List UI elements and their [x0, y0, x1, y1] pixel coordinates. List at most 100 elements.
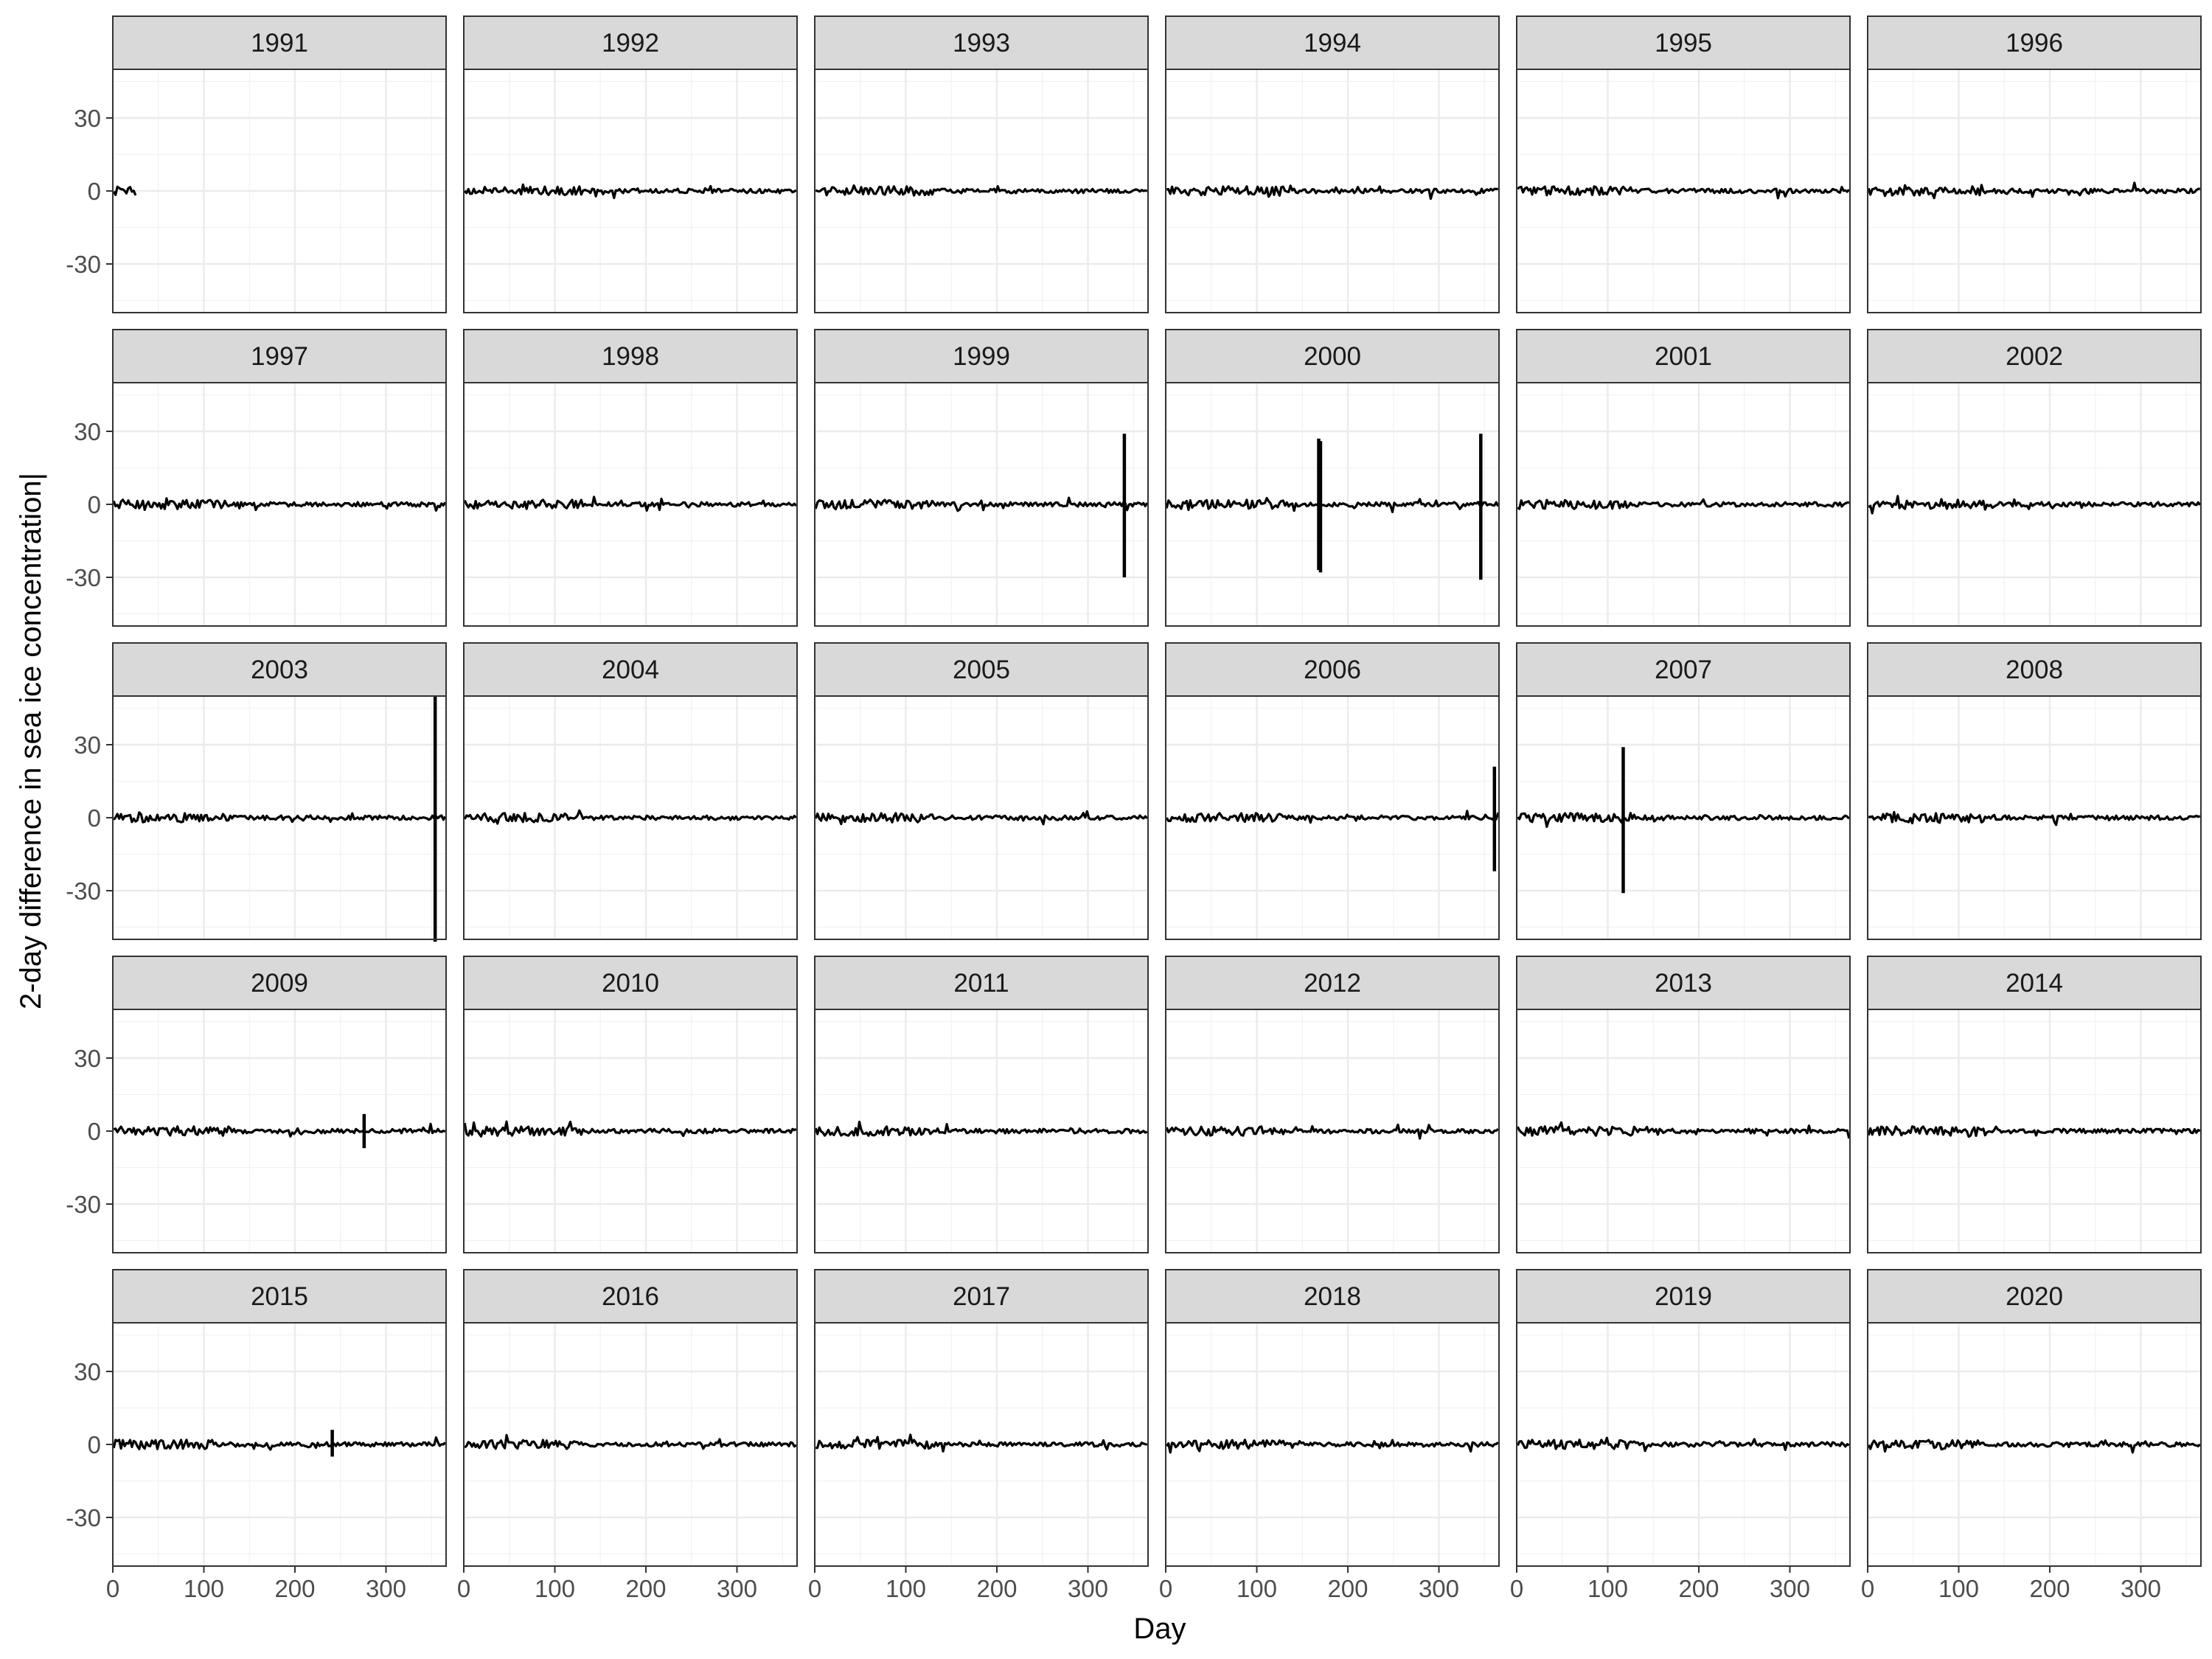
grid — [462, 383, 797, 626]
y-tick-label: 0 — [88, 804, 101, 832]
x-tick-label: 300 — [717, 1575, 757, 1602]
series-line — [1517, 185, 1850, 200]
y-axis: -30 0 30 — [66, 105, 113, 278]
facet-strip-label: 1998 — [602, 342, 659, 371]
facet-strip — [1165, 329, 1500, 383]
facet-strip-label: 1993 — [953, 29, 1010, 58]
facet-strip-label: 1999 — [953, 342, 1010, 371]
x-axes: 0 100 200 300 0 100 200 300 0 100 200 300 0 100 200 300… — [106, 1566, 2161, 1602]
facet-panel: 2018 — [1164, 1269, 1500, 1567]
facet-strip — [463, 1269, 798, 1324]
facet-strip-label: 2015 — [251, 1282, 308, 1311]
facet-strip-label: 1991 — [251, 29, 308, 58]
facet-strip — [1516, 15, 1851, 70]
series-line — [1165, 1439, 1499, 1454]
series-line — [463, 495, 798, 512]
facet-panel: 2013 — [1515, 956, 1851, 1253]
facet-strip-label: 1997 — [251, 342, 308, 371]
facet-panel: 1994 — [1164, 15, 1500, 313]
series-line — [1516, 1436, 1850, 1453]
series-line — [464, 1433, 797, 1450]
facet-panel: 2014 — [1866, 956, 2202, 1253]
series-line — [463, 183, 797, 200]
facet-strip — [112, 956, 447, 1010]
series-line — [112, 497, 447, 512]
facet-strip-label: 2014 — [2006, 969, 2063, 998]
facet-strip-label: 2018 — [1304, 1282, 1361, 1311]
series-line — [112, 811, 447, 824]
series-line — [814, 810, 1148, 826]
facet-panel: 1991 — [111, 15, 447, 313]
x-tick-label: 200 — [976, 1575, 1017, 1602]
facet-strip-label: 2005 — [953, 655, 1010, 684]
facet-strip — [463, 956, 798, 1010]
facet-strip-label: 2000 — [1304, 342, 1361, 371]
facet-panel: 2005 — [813, 642, 1149, 940]
x-axis: 0 100 200 300 — [457, 1566, 757, 1602]
facet-panel: 2020 — [1866, 1269, 2202, 1567]
facet-panel: 2012 — [1164, 956, 1500, 1253]
x-tick-label: 0 — [808, 1575, 821, 1602]
y-tick-label: 0 — [88, 1431, 101, 1458]
facet-strip — [1867, 642, 2202, 697]
facet-panel: 2017 — [813, 1269, 1149, 1567]
y-tick-label: 30 — [74, 1045, 101, 1072]
facet-strip-label: 2016 — [602, 1282, 659, 1311]
x-tick-label: 300 — [366, 1575, 406, 1602]
x-tick-label: 100 — [1237, 1575, 1277, 1602]
x-axis: 0 100 200 300 — [106, 1566, 406, 1602]
facet-strip — [814, 956, 1149, 1010]
series-line — [1868, 810, 2201, 827]
x-tick-label: 300 — [1419, 1575, 1459, 1602]
facet-panel: 2011 — [813, 956, 1149, 1253]
facet-panel: 2008 — [1866, 642, 2202, 940]
x-tick-label: 300 — [1770, 1575, 1810, 1602]
y-tick-label: 0 — [88, 1118, 101, 1145]
facet-strip — [814, 15, 1149, 70]
facet-panel: 2009 — [111, 956, 447, 1253]
y-tick-label: 30 — [74, 418, 101, 445]
facet-panel: 2003 — [111, 642, 447, 942]
x-axis: 0 100 200 300 — [1159, 1566, 1459, 1602]
series-line — [814, 496, 1149, 512]
x-tick-label: 0 — [457, 1575, 470, 1602]
facet-panel: 2004 — [462, 642, 798, 940]
facet-strip — [814, 1269, 1149, 1324]
series-line — [815, 184, 1148, 197]
series-line — [1867, 1125, 2201, 1138]
facet-strip-label: 2019 — [1655, 1282, 1712, 1311]
series-line — [1516, 1121, 1851, 1139]
y-axis: -30 0 30 — [66, 731, 113, 905]
facet-strip — [814, 642, 1149, 697]
facet-strip-label: 2009 — [251, 969, 308, 998]
x-axis: 0 100 200 300 — [808, 1566, 1108, 1602]
facet-strip-label: 1996 — [2006, 29, 2063, 58]
x-tick-label: 200 — [1327, 1575, 1368, 1602]
facet-strip — [463, 15, 798, 70]
y-axis: -30 0 30 — [66, 1045, 113, 1218]
facet-strip-label: 2007 — [1655, 655, 1712, 684]
facet-strip — [1516, 642, 1851, 697]
y-tick-label: 30 — [74, 105, 101, 132]
facet-strip — [1165, 1269, 1500, 1324]
facet-panel: 2015 — [111, 1269, 447, 1567]
x-tick-label: 100 — [184, 1575, 224, 1602]
y-tick-label: -30 — [66, 1191, 101, 1218]
facet-panel: 1998 — [462, 329, 798, 627]
x-tick-label: 100 — [1587, 1575, 1628, 1602]
y-axis: -30 0 30 — [66, 1358, 113, 1531]
facet-strip-label: 1992 — [602, 29, 659, 58]
x-tick-label: 200 — [1678, 1575, 1719, 1602]
facet-panel: 1995 — [1515, 15, 1851, 313]
series-line — [1165, 810, 1500, 824]
y-tick-label: 30 — [74, 1358, 101, 1385]
y-tick-label: 30 — [74, 731, 101, 759]
facet-panel: 1996 — [1866, 15, 2202, 313]
series-line — [1868, 495, 2202, 515]
y-tick-label: 0 — [88, 178, 101, 205]
x-tick-label: 100 — [1938, 1575, 1979, 1602]
facet-strip-label: 2010 — [602, 969, 659, 998]
facet-panel: 1999 — [813, 329, 1149, 627]
facet-strip-label: 2001 — [1655, 342, 1712, 371]
